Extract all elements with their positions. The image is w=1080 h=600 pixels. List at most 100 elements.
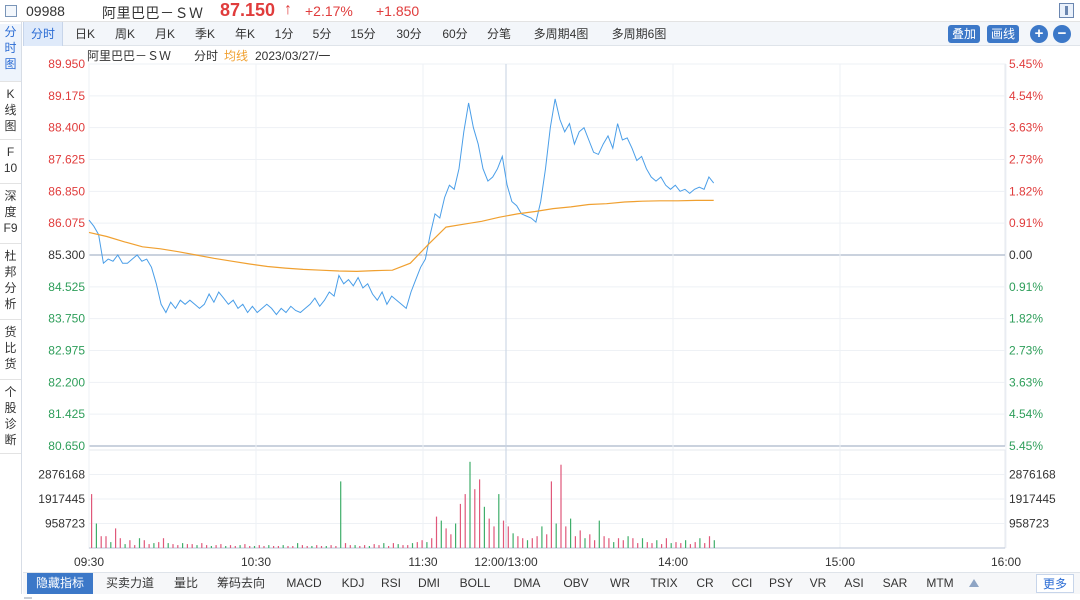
indicator-tab-13[interactable]: CR	[696, 576, 714, 590]
left-tab-char: 线	[4, 103, 17, 117]
volume-bar	[273, 546, 275, 548]
volume-bar	[613, 542, 615, 548]
volume-bar	[637, 543, 639, 548]
indicator-tab-1[interactable]: 买卖力道	[105, 576, 154, 590]
left-tab-4[interactable]: 杜邦分析	[0, 248, 21, 320]
period-tab-2[interactable]: 周K	[114, 27, 135, 41]
volume-bar	[383, 543, 385, 548]
indicator-tab-3[interactable]: 筹码去向	[216, 576, 265, 590]
period-tab-13[interactable]: 多周期6图	[611, 27, 667, 41]
indicator-tab-15[interactable]: PSY	[768, 576, 793, 590]
collapse-up-icon[interactable]	[969, 579, 979, 587]
left-tab-char: 诊	[4, 417, 17, 431]
volume-bar	[411, 543, 414, 548]
volume-bar	[349, 545, 351, 548]
volume-bar	[344, 543, 347, 548]
indicator-tab-14[interactable]: CCI	[731, 576, 753, 590]
volume-bar	[129, 540, 131, 548]
indicator-tab-0[interactable]: 隐藏指标	[27, 573, 93, 594]
indicator-tab-16[interactable]: VR	[809, 576, 827, 590]
volume-bar	[206, 545, 208, 548]
left-tab-char: 图	[4, 119, 17, 133]
volume-bar	[95, 523, 97, 548]
period-tab-1[interactable]: 日K	[74, 27, 95, 41]
up-arrow-icon: ↑	[284, 1, 292, 18]
volume-bar	[608, 538, 610, 548]
period-tab-11[interactable]: 分笔	[486, 27, 511, 41]
volume-bar	[526, 540, 529, 548]
left-tab-char: 度	[4, 205, 17, 219]
x-tick-label: 11:30	[408, 555, 437, 569]
volume-bar	[158, 542, 160, 548]
volume-bar	[708, 536, 711, 548]
period-tab-7[interactable]: 5分	[312, 27, 332, 41]
y-tick-label: 84.525	[48, 280, 85, 294]
volume-bar	[685, 540, 687, 548]
stock-select-checkbox[interactable]	[5, 5, 17, 17]
left-tab-6[interactable]: 个股诊断	[0, 384, 21, 454]
volume-bar	[560, 464, 562, 548]
left-tab-char: 深	[4, 189, 17, 203]
left-tab-2[interactable]: F 10	[0, 144, 21, 184]
draw-line-button[interactable]: 画线	[987, 25, 1020, 43]
volume-bar	[445, 528, 447, 548]
indicator-tab-7[interactable]: DMI	[418, 576, 440, 590]
x-tick-label: 12:00/13:00	[474, 555, 538, 569]
indicator-tab-5[interactable]: KDJ	[341, 576, 365, 590]
indicator-tab-12[interactable]: TRIX	[650, 576, 678, 590]
volume-bar	[546, 534, 548, 548]
intraday-chart[interactable]: 89.950 5.45% 89.175 4.54% 88.400 3.63% 87.625 2…	[23, 46, 1080, 572]
window-toggle-icon[interactable]	[1059, 3, 1074, 18]
stock-name: 阿里巴巴－ＳＷ	[102, 5, 204, 21]
period-tab-5[interactable]: 年K	[234, 27, 255, 41]
indicator-tab-2[interactable]: 量比	[173, 576, 198, 590]
period-tab-8[interactable]: 15分	[350, 27, 376, 41]
indicator-tab-9[interactable]: DMA	[513, 576, 541, 590]
legend-date: 2023/03/27/一	[255, 49, 330, 63]
bottom-scrollbar[interactable]	[0, 594, 1080, 600]
period-tab-0[interactable]: 分时	[23, 22, 63, 46]
overlay-button[interactable]: 叠加	[948, 25, 981, 43]
zoom-out-button[interactable]: −	[1053, 25, 1071, 43]
volume-bar	[220, 544, 222, 548]
y-tick-label: 85.300	[48, 248, 85, 262]
indicator-tab-4[interactable]: MACD	[286, 576, 322, 590]
indicator-tab-8[interactable]: BOLL	[459, 576, 491, 590]
period-tab-12[interactable]: 多周期4图	[533, 27, 589, 41]
indicator-tab-18[interactable]: SAR	[882, 576, 908, 590]
volume-bar	[316, 545, 318, 548]
indicator-tab-19[interactable]: MTM	[926, 576, 954, 590]
indicator-tab-6[interactable]: RSI	[380, 576, 401, 590]
period-tab-3[interactable]: 月K	[154, 27, 175, 41]
left-view-tabs: 分时图 K 线图 F 10 深度 F9 杜邦分析货比货个股诊断	[0, 22, 22, 600]
period-tab-10[interactable]: 60分	[442, 27, 468, 41]
indicator-tab-10[interactable]: OBV	[563, 576, 589, 590]
y-right-tick-label: 1.82%	[1009, 312, 1043, 326]
volume-bar	[689, 544, 691, 548]
volume-bar	[167, 543, 169, 548]
volume-bar	[694, 542, 696, 548]
indicator-tab-17[interactable]: ASI	[844, 576, 864, 590]
volume-bar	[91, 494, 93, 548]
volume-tick-label: 958723	[45, 517, 85, 531]
current-price: 87.150	[220, 0, 276, 20]
left-tab-5[interactable]: 货比货	[0, 324, 21, 380]
left-tab-0[interactable]: 分时图	[0, 24, 21, 82]
zoom-in-button[interactable]: +	[1030, 25, 1048, 43]
stock-code: 09988	[26, 3, 65, 19]
volume-bar	[201, 543, 203, 548]
left-tab-char: 货	[4, 357, 17, 371]
more-indicators-button[interactable]: 更多	[1035, 574, 1074, 593]
period-tab-9[interactable]: 30分	[396, 27, 422, 41]
period-tab-4[interactable]: 季K	[194, 27, 215, 41]
change-percent: +2.17%	[305, 3, 353, 19]
left-tab-3[interactable]: 深度 F9	[0, 188, 21, 244]
volume-bar	[115, 528, 117, 548]
title-bar: 09988 阿里巴巴－ＳＷ 87.150 ↑ +2.17% +1.850	[0, 0, 1080, 22]
indicator-tab-11[interactable]: WR	[610, 576, 630, 590]
period-tab-6[interactable]: 1分	[274, 27, 294, 41]
price-line	[88, 98, 715, 316]
volume-bar	[502, 520, 505, 548]
left-tab-char: 邦	[4, 265, 17, 279]
